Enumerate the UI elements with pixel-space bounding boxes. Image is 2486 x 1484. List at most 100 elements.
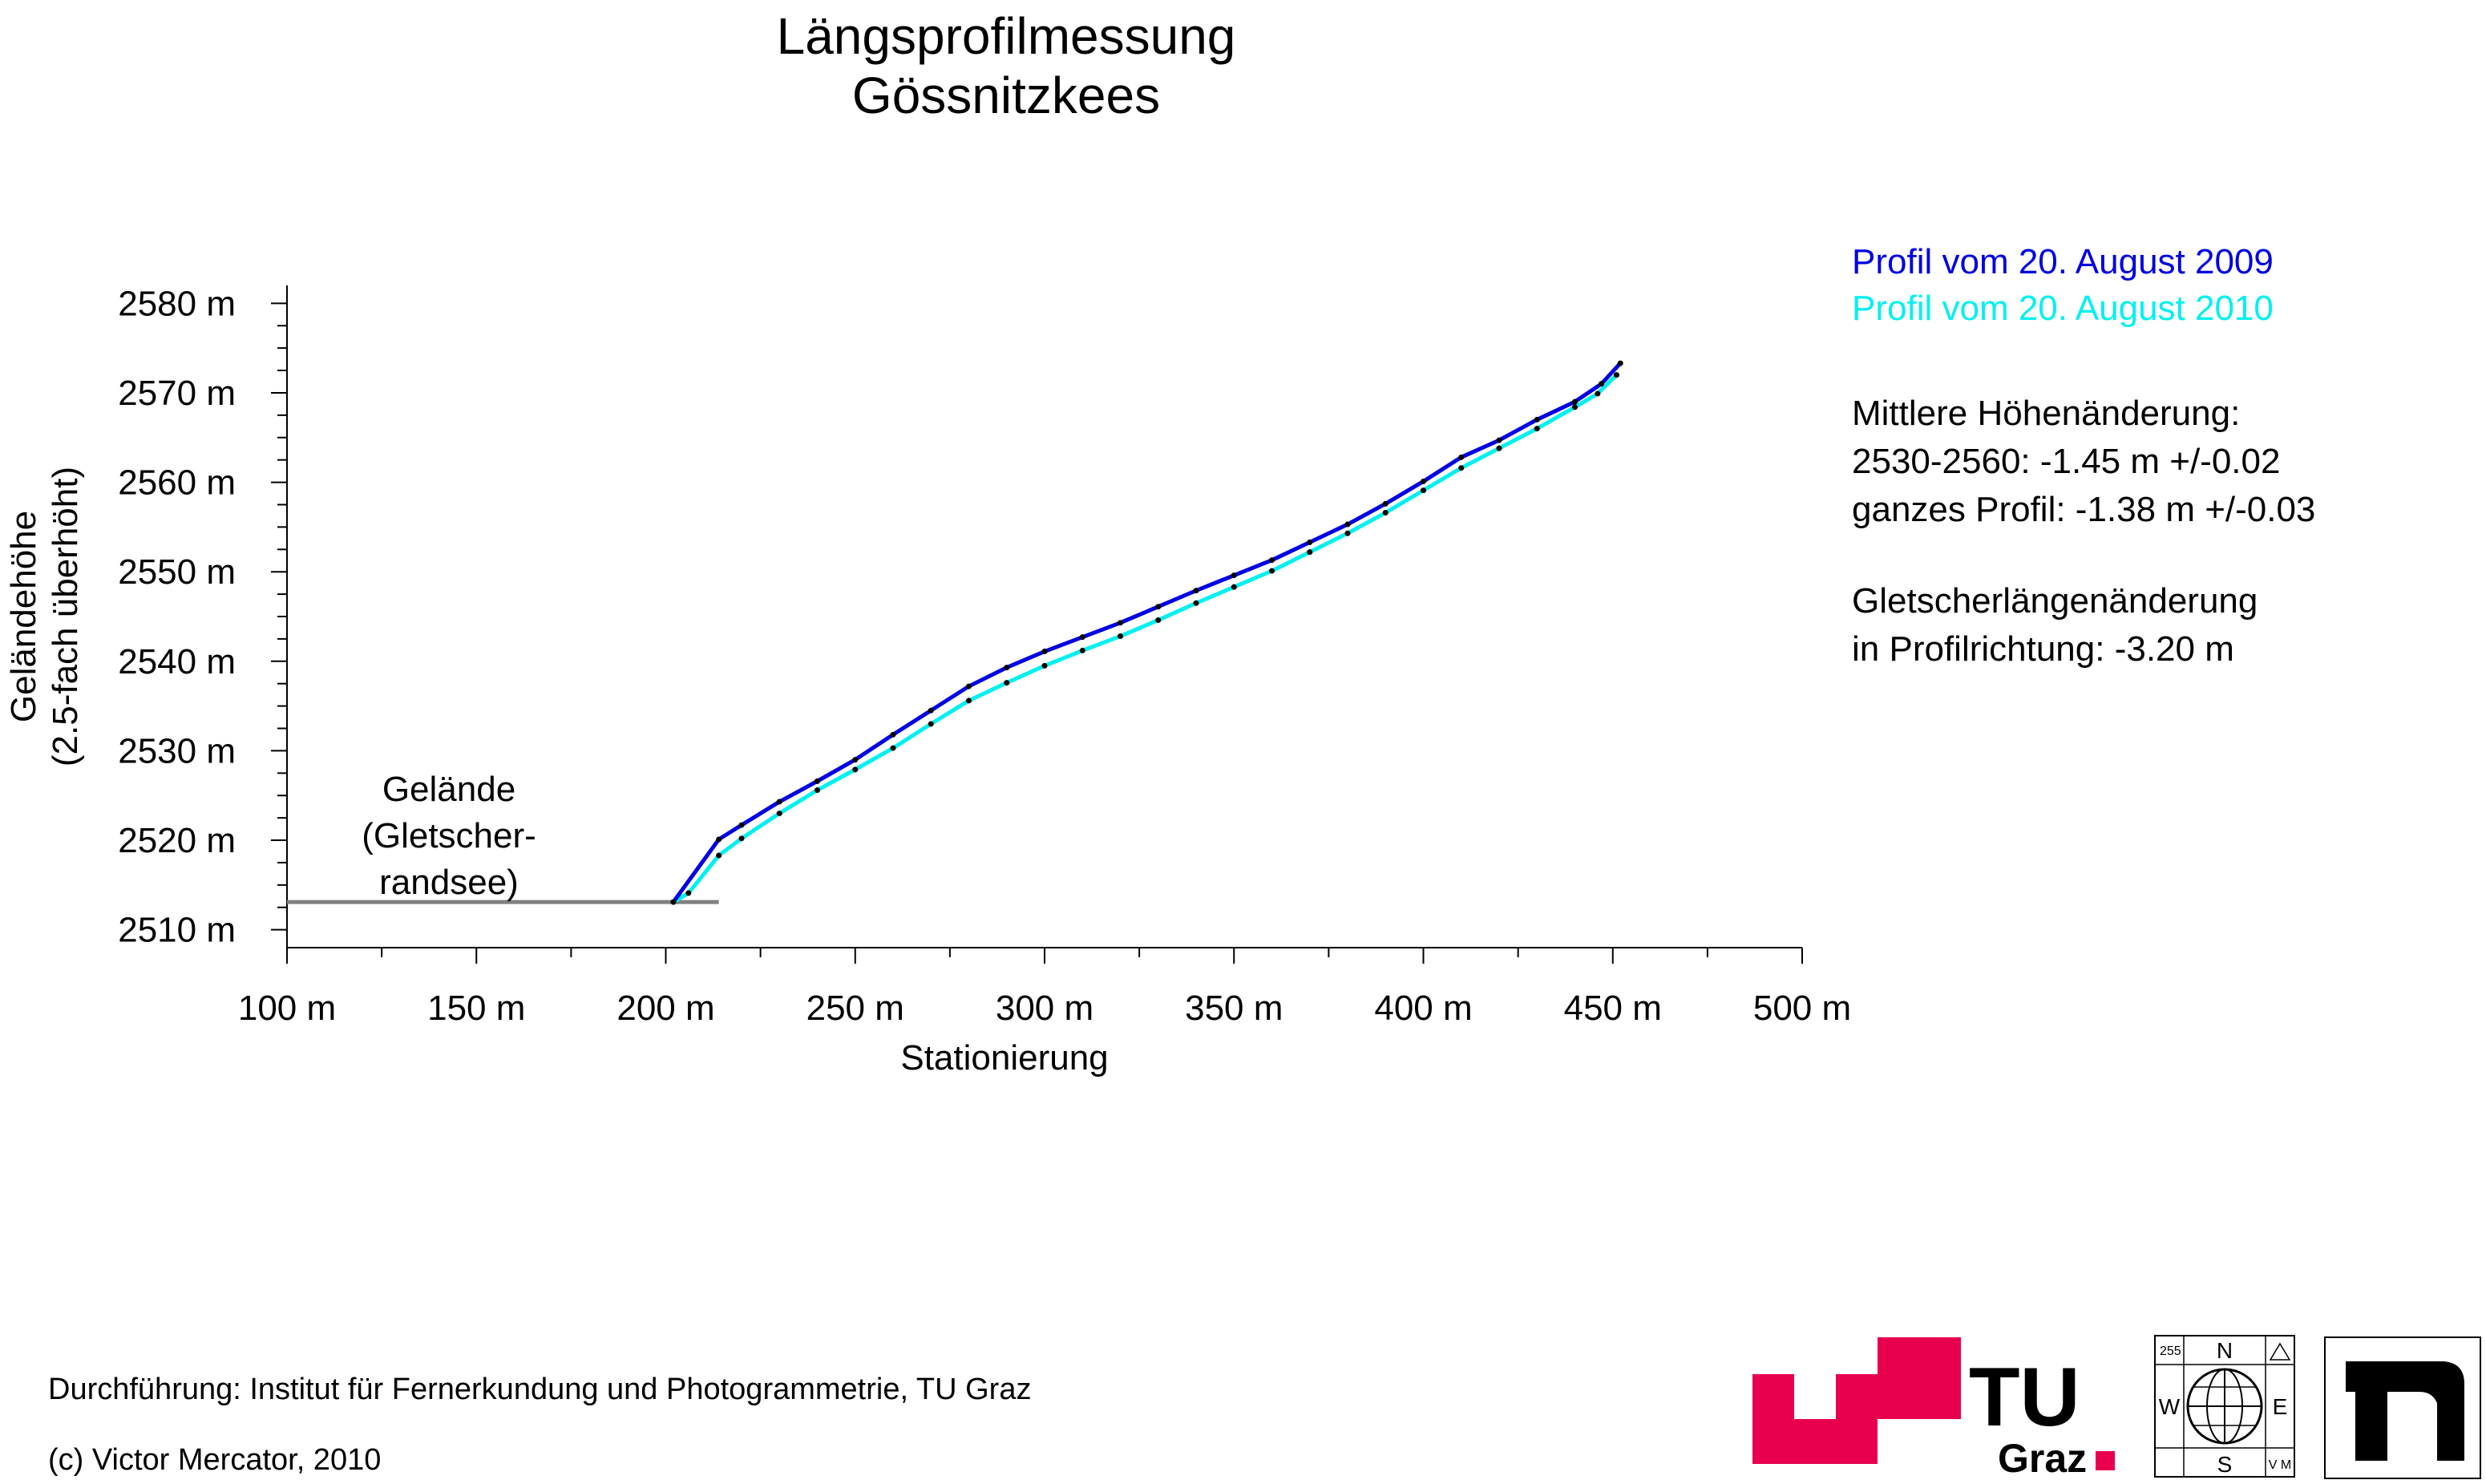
- footer-copyright: (c) Victor Mercator, 2010: [48, 1443, 382, 1477]
- data-point-2010: [928, 721, 934, 727]
- x-tick-label: 500 m: [1753, 989, 1851, 1028]
- chart-title: Längsprofilmessung Gössnitzkees: [0, 6, 2012, 125]
- data-point-2010: [1613, 372, 1619, 378]
- data-point-2009: [738, 822, 745, 828]
- y-tick-label: 2550 m: [118, 552, 236, 592]
- tu-block: [1836, 1419, 1878, 1464]
- x-tick-label: 450 m: [1564, 989, 1662, 1028]
- compass-south: S: [2217, 1452, 2233, 1477]
- x-tick-label: 250 m: [806, 989, 904, 1028]
- tu-block: [1752, 1374, 1794, 1419]
- institute-logo-frame: [2324, 1336, 2481, 1479]
- tu-block: [1836, 1374, 1878, 1419]
- series-line-2009: [671, 362, 1623, 904]
- data-point-2009: [1079, 634, 1085, 641]
- data-point-2009: [1496, 437, 1502, 443]
- data-point-2010: [815, 787, 820, 794]
- compass-logo-mark: N S W E 255 V M: [2154, 1335, 2295, 1478]
- x-tick-label: 400 m: [1374, 989, 1472, 1028]
- data-point-2010: [776, 811, 782, 817]
- data-point-2010: [852, 766, 859, 773]
- data-point-2010: [1458, 465, 1465, 471]
- tu-logo-blocks: [1752, 1337, 1961, 1464]
- chart-title-line-1: Längsprofilmessung: [776, 7, 1236, 65]
- data-point-2010: [966, 698, 972, 704]
- y-axis-title-line-1: Geländehöhe: [4, 511, 43, 722]
- mean-change-heading: Mittlere Höhenänderung:: [1852, 394, 2241, 433]
- terrain-label-line-1: Gelände: [382, 770, 516, 809]
- data-point-2010: [890, 745, 896, 751]
- compass-logo: N S W E 255 V M: [2153, 1334, 2296, 1478]
- tu-block: [1878, 1337, 1919, 1374]
- graz-logo-dot: [2096, 1451, 2115, 1470]
- data-point-2009: [1617, 360, 1623, 366]
- data-point-2010: [1344, 530, 1351, 536]
- data-point-2009: [716, 836, 722, 843]
- data-point-2010: [1595, 390, 1601, 397]
- x-tick-label: 350 m: [1185, 989, 1283, 1028]
- data-point-2009: [776, 799, 782, 805]
- data-point-2009: [890, 731, 896, 738]
- data-point-2009: [1004, 665, 1010, 671]
- compass-east: E: [2273, 1394, 2288, 1419]
- institute-logo-shape: [2346, 1361, 2464, 1461]
- chart-title-line-2: Gössnitzkees: [851, 67, 1161, 124]
- data-point-2009: [1382, 500, 1389, 507]
- x-tick-label: 150 m: [427, 989, 525, 1028]
- data-point-2009: [1572, 398, 1578, 405]
- y-tick-label: 2530 m: [118, 731, 236, 770]
- tu-graz-logo: TU Graz: [1752, 1337, 2121, 1481]
- tu-block: [1919, 1374, 1961, 1419]
- compass-corner-letters: V M: [2269, 1458, 2291, 1472]
- legend-label-2010: Profil vom 20. August 2010: [1852, 289, 2274, 328]
- terrain-label-line-3: randsee): [379, 863, 519, 902]
- data-point-2010: [738, 835, 745, 842]
- terrain-label-line-2: (Gletscher-: [362, 816, 536, 855]
- data-point-2010: [1572, 404, 1578, 410]
- data-point-2010: [1079, 647, 1085, 653]
- legend-label-2009: Profil vom 20. August 2009: [1852, 242, 2274, 281]
- y-axis-title-line-2: (2.5-fach überhöht): [46, 467, 85, 766]
- data-point-2009: [1421, 478, 1426, 484]
- triangle-icon: [2269, 1342, 2291, 1361]
- y-tick-label: 2510 m: [118, 911, 236, 950]
- institute-logo: [2323, 1336, 2482, 1480]
- data-point-2010: [1193, 600, 1199, 606]
- data-point-2009: [1344, 521, 1351, 528]
- graz-logo-text: Graz: [1998, 1436, 2087, 1478]
- data-point-2009: [928, 707, 934, 714]
- height-change-stats: Mittlere Höhenänderung: 2530-2560: -1.45…: [1852, 390, 2315, 534]
- data-point-2010: [1118, 633, 1123, 640]
- y-tick-label: 2540 m: [118, 642, 236, 681]
- data-point-2010: [1269, 568, 1275, 574]
- length-change-heading: Gletscherlängenänderung: [1852, 581, 2258, 621]
- compass-north: N: [2217, 1338, 2233, 1363]
- institute-logo-mark: [2324, 1336, 2481, 1479]
- data-point-2009: [1041, 649, 1048, 655]
- data-point-2010: [716, 852, 722, 859]
- length-change-value: in Profilrichtung: -3.20 m: [1852, 629, 2234, 669]
- data-point-2009: [1534, 416, 1540, 423]
- legend-item-2009: Profil vom 20. August 2009: [1852, 239, 2274, 285]
- institute-logo-bar: [2403, 1424, 2413, 1461]
- tu-block: [1752, 1419, 1794, 1464]
- footer-credit: Durchführung: Institut für Fernerkundung…: [48, 1373, 1032, 1406]
- data-point-2010: [1004, 680, 1010, 686]
- data-point-2009: [1231, 572, 1237, 579]
- tu-graz-logo-mark: TU Graz: [1752, 1337, 2115, 1481]
- y-tick-label: 2520 m: [118, 821, 236, 860]
- x-tick-label: 200 m: [616, 989, 714, 1028]
- compass-corner-number: 255: [2160, 1344, 2181, 1358]
- data-point-2009: [1118, 620, 1123, 626]
- data-point-2009: [1307, 539, 1313, 545]
- compass-west: W: [2159, 1394, 2181, 1419]
- data-point-2009: [1269, 557, 1275, 564]
- data-point-2010: [1231, 584, 1237, 590]
- data-point-2009: [815, 778, 820, 784]
- data-point-2010: [1041, 662, 1048, 669]
- x-tick-label: 300 m: [996, 989, 1093, 1028]
- x-tick-label: 100 m: [238, 989, 336, 1028]
- series-line-2010: [672, 373, 1619, 904]
- data-point-2010: [685, 890, 692, 896]
